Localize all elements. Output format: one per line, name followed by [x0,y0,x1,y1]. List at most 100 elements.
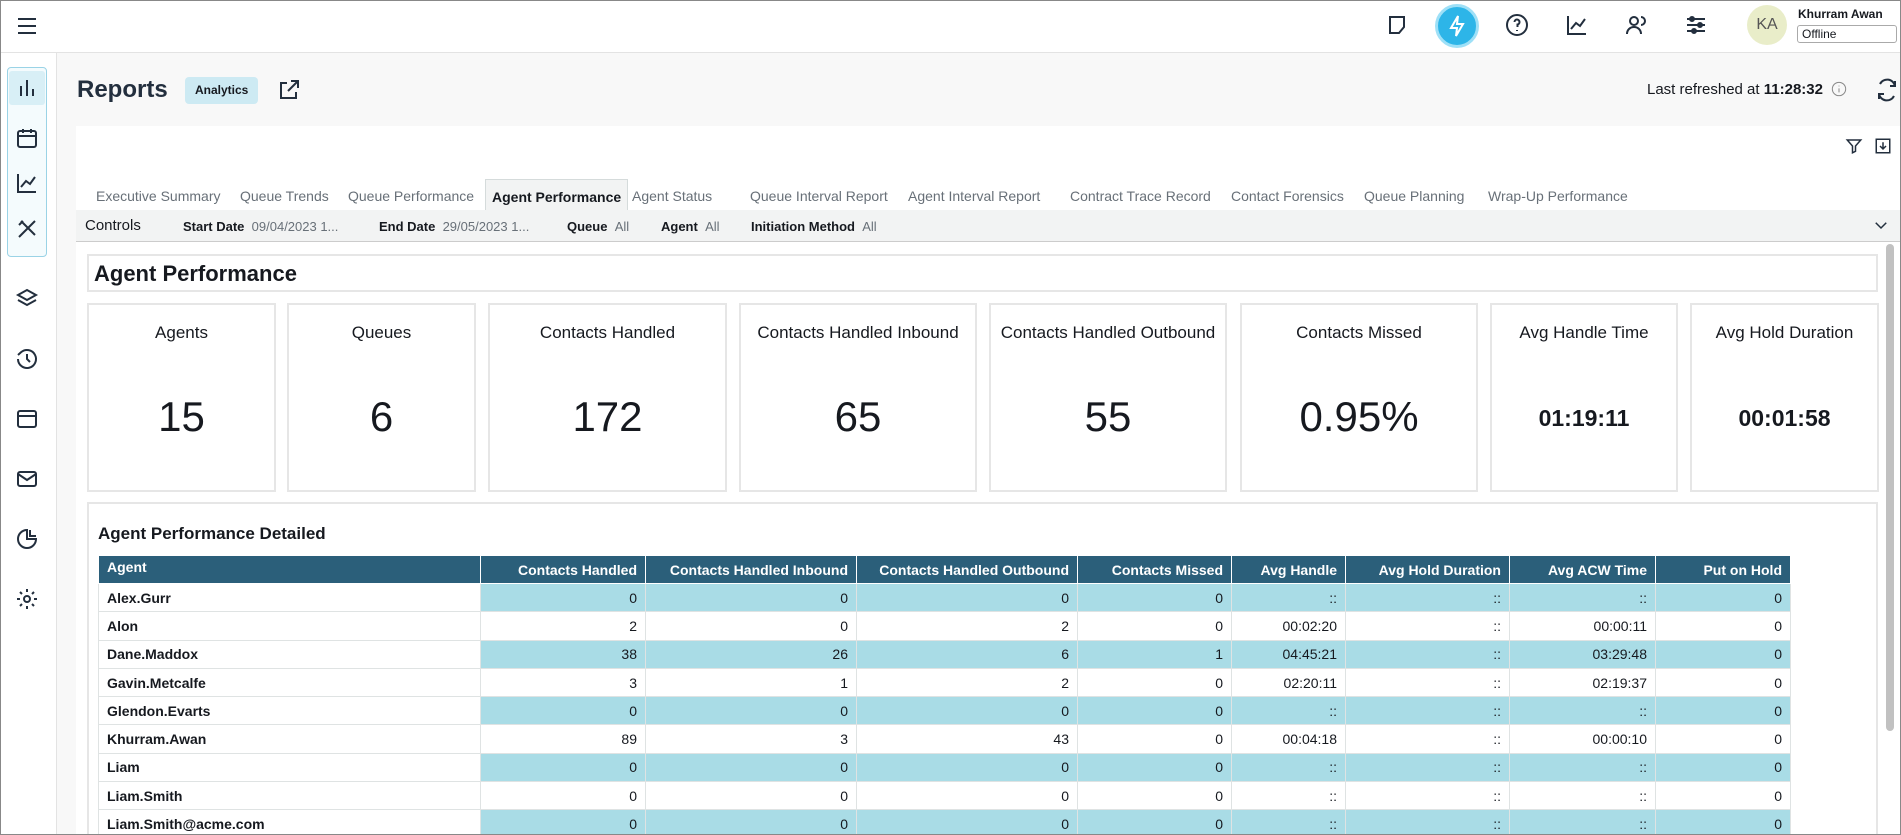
tab[interactable]: Executive Summary [96,188,221,204]
column-header[interactable]: Avg Handle [1231,555,1346,584]
column-header[interactable]: Contacts Handled Inbound [645,555,857,584]
nav-mail[interactable] [15,467,39,491]
filter[interactable]: Start Date 09/04/2023 1... [183,219,338,234]
column-header[interactable]: Contacts Missed [1077,555,1232,584]
settings-button[interactable] [1684,13,1708,37]
filter-value: 09/04/2023 1... [251,219,339,234]
cell: 02:20:11 [1231,667,1346,698]
analytics-badge[interactable]: Analytics [185,77,259,104]
filter[interactable]: Initiation Method All [751,219,877,234]
tab[interactable]: Agent Interval Report [908,188,1041,204]
cell: 0 [856,752,1078,783]
cell: 0 [645,752,857,783]
column-header[interactable]: Contacts Handled [480,555,646,584]
filter-value: All [614,219,630,234]
agent-name: Alon [98,611,481,641]
column-header[interactable]: Contacts Handled Outbound [856,555,1078,584]
tab[interactable]: Contract Trace Record [1070,188,1211,204]
cell: 0 [1655,639,1791,669]
nav-history[interactable] [15,347,39,371]
open-external[interactable] [277,78,301,102]
users-button[interactable] [1625,13,1649,37]
cell: :: [1345,696,1510,726]
metrics-button[interactable] [1565,13,1589,37]
tab[interactable]: Queue Trends [240,188,329,204]
tab[interactable]: Queue Interval Report [750,188,888,204]
column-header[interactable]: Avg Hold Duration [1345,555,1510,584]
cell: :: [1509,582,1656,613]
cell: :: [1345,752,1510,783]
kpi-value: 6 [369,393,394,440]
table-row: Khurram.Awan 89 3 43 0 00:04:18:: 00:00:10 0 [98,724,1791,754]
cell: 1 [645,667,857,698]
scrollbar[interactable] [1886,244,1894,731]
cell: 0 [1077,696,1232,726]
filter[interactable]: Agent All [661,219,720,234]
tab[interactable]: Contact Forensics [1231,188,1344,204]
tab[interactable]: Wrap-Up Performance [1488,188,1628,204]
agent-name: Alex.Gurr [98,582,481,613]
filter-button[interactable] [1845,137,1863,155]
filter-label: Start Date [183,219,245,234]
cell: 3 [645,724,857,754]
export-button[interactable] [1874,137,1892,155]
nav-calendar[interactable] [15,126,39,150]
nav-chart[interactable] [15,527,39,551]
tab[interactable]: Agent Status [632,188,713,204]
cell: 0 [1077,667,1232,698]
controls-toggle[interactable] [1872,216,1890,234]
cell: :: [1231,696,1346,726]
kpi-label: Contacts Handled Inbound [757,323,959,342]
filter[interactable]: Queue All [567,219,629,234]
cell: 0 [856,809,1078,834]
cell: 0 [480,752,646,783]
agent-name: Glendon.Evarts [98,696,481,726]
table-row: Alex.Gurr 0 0 0 0:::::: 0 [98,582,1791,613]
last-refreshed: Last refreshed at 11:28:32 [1647,81,1823,98]
table-row: Liam.Smith 0 0 0 0:::::: 0 [98,781,1791,811]
column-header[interactable]: Avg ACW Time [1509,555,1656,584]
nav-reports[interactable] [15,76,39,100]
cell: :: [1345,611,1510,641]
filter-value: All [705,219,720,234]
nav-tools[interactable] [15,217,39,241]
refresh-button[interactable] [1875,78,1899,102]
cell: 0 [1077,809,1232,834]
cell: 0 [480,809,646,834]
help-button[interactable] [1505,13,1529,37]
info-icon[interactable] [1831,81,1847,97]
nav-window[interactable] [15,407,39,431]
cell: :: [1231,809,1346,834]
notes-button[interactable] [1385,13,1409,37]
lightning-icon [1449,15,1465,37]
tab[interactable]: Agent Performance [485,179,629,213]
cell: :: [1345,781,1510,811]
nav-settings[interactable] [15,587,39,611]
filter-label: End Date [379,219,436,234]
nav-trends[interactable] [15,171,39,195]
menu-button[interactable] [15,14,39,38]
ccp-button[interactable] [1435,4,1479,48]
sidebar [1,53,57,834]
agent-name: Liam [98,752,481,783]
top-bar: KA Khurram Awan Offline [1,1,1900,53]
status-select[interactable]: Offline [1797,25,1897,43]
cell: 6 [856,639,1078,669]
avatar[interactable]: KA [1747,5,1787,45]
tab[interactable]: Queue Planning [1364,188,1465,204]
cell: 89 [480,724,646,754]
filter[interactable]: End Date 29/05/2023 1... [379,219,529,234]
column-header[interactable]: Put on Hold [1655,555,1791,584]
nav-layers[interactable] [15,287,39,311]
agent-name: Dane.Maddox [98,639,481,669]
cell: 0 [1655,667,1791,698]
column-header[interactable]: Agent [98,555,481,584]
agent-name: Liam.Smith [98,781,481,811]
cell: 00:00:10 [1509,724,1656,754]
section-header: Agent Performance [87,254,1878,292]
tab[interactable]: Queue Performance [348,188,475,204]
kpi-card: Contacts Missed 0.95% [1240,303,1478,492]
cell: 0 [1077,582,1232,613]
cell: :: [1345,639,1510,669]
